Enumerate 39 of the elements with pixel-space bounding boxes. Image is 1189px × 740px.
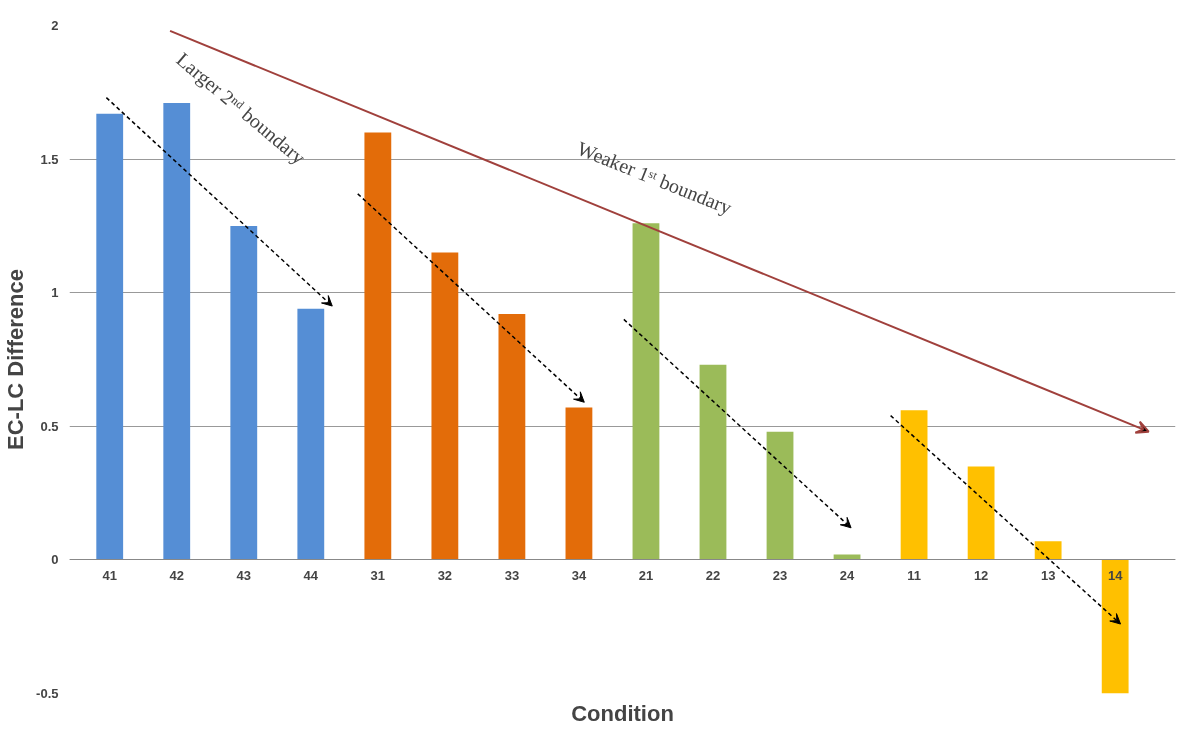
bar xyxy=(632,223,660,560)
x-axis-title: Condition xyxy=(571,700,674,726)
x-tick-label: 32 xyxy=(437,567,453,583)
bar xyxy=(1034,541,1062,560)
x-tick-label: 34 xyxy=(571,567,587,583)
bar xyxy=(967,466,995,560)
x-tick-label: 44 xyxy=(303,567,319,583)
bar xyxy=(431,252,459,560)
y-tick-label: 2 xyxy=(51,18,59,33)
bar xyxy=(163,102,191,560)
bar xyxy=(699,364,727,560)
x-tick-label: 43 xyxy=(236,567,252,583)
y-axis-title: EC-LC Difference xyxy=(3,269,29,450)
bar xyxy=(297,308,325,560)
x-tick-label: 13 xyxy=(1040,567,1056,583)
x-tick-label: 11 xyxy=(907,567,921,583)
x-tick-label: 41 xyxy=(102,567,117,583)
bar xyxy=(1101,559,1129,694)
y-tick-label: 1 xyxy=(51,285,59,301)
bar xyxy=(900,410,928,560)
bar xyxy=(230,225,258,560)
bar xyxy=(96,113,124,560)
bar xyxy=(766,431,794,560)
bar xyxy=(498,314,526,560)
y-tick-label: 1.5 xyxy=(40,151,59,167)
y-tick-label: 0.5 xyxy=(40,418,59,434)
x-tick-label: 33 xyxy=(504,567,520,583)
x-tick-label: 24 xyxy=(839,567,856,583)
y-tick-label: -0.5 xyxy=(36,686,59,701)
x-tick-label: 14 xyxy=(1107,567,1124,583)
x-tick-label: 22 xyxy=(705,567,721,583)
y-tick-label: 0 xyxy=(51,552,59,568)
bar xyxy=(364,132,392,560)
x-tick-label: 42 xyxy=(169,567,184,583)
x-tick-label: 21 xyxy=(638,567,654,583)
bar xyxy=(565,407,593,560)
x-tick-label: 12 xyxy=(973,567,989,583)
x-tick-label: 23 xyxy=(772,567,788,583)
x-tick-label: 31 xyxy=(370,567,386,583)
